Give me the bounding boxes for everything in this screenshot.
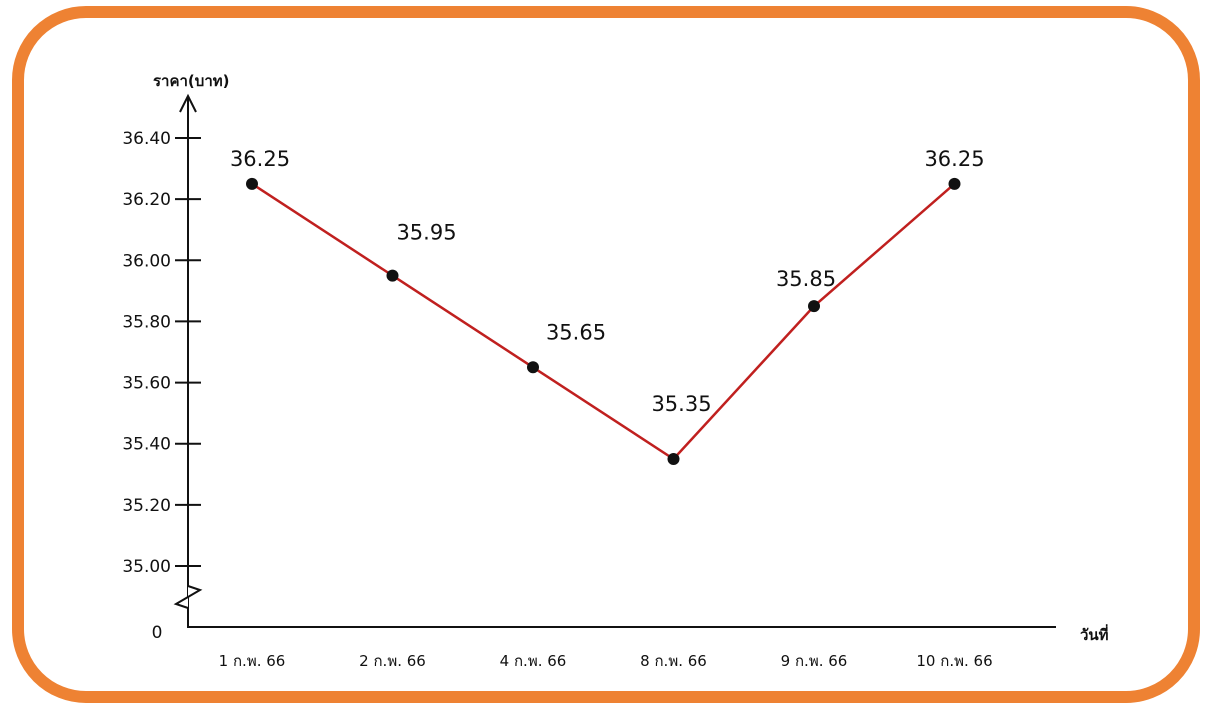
data-label: 35.35 <box>651 392 711 416</box>
y-tick-label: 36.40 <box>122 129 171 149</box>
x-tick-label: 9 ก.พ. 66 <box>781 652 848 670</box>
data-label: 35.85 <box>776 267 836 291</box>
y-tick-label: 35.20 <box>122 496 171 516</box>
x-tick-label: 1 ก.พ. 66 <box>219 652 286 670</box>
x-tick-label: 2 ก.พ. 66 <box>359 652 426 670</box>
y-axis-arrow <box>179 93 197 113</box>
data-label: 35.95 <box>396 221 456 245</box>
data-point <box>246 177 258 190</box>
data-label: 36.25 <box>230 147 290 171</box>
chart-border <box>12 6 1200 703</box>
y-tick-label: 36.20 <box>122 190 171 210</box>
y-axis-break <box>173 585 203 609</box>
x-axis-title: วันที่ <box>1080 624 1109 644</box>
y-tick-label: 36.00 <box>122 251 171 271</box>
x-tick-label: 10 ก.พ. 66 <box>916 652 992 670</box>
data-point <box>948 177 961 190</box>
data-point <box>527 361 539 374</box>
y-tick-label: 35.00 <box>122 557 171 577</box>
y-origin-label: 0 <box>152 623 163 643</box>
data-label: 36.25 <box>924 147 984 171</box>
y-axis-title: ราคา(บาท) <box>153 72 229 90</box>
y-tick-label: 35.40 <box>122 435 171 455</box>
x-tick-label: 8 ก.พ. 66 <box>640 652 707 670</box>
y-tick-label: 35.60 <box>122 374 171 394</box>
y-tick-label: 35.80 <box>122 312 171 332</box>
x-tick-label: 4 ก.พ. 66 <box>500 652 567 670</box>
data-point <box>386 269 399 282</box>
data-point <box>667 453 680 465</box>
data-point <box>808 300 820 313</box>
series-line <box>251 182 956 461</box>
data-label: 35.65 <box>546 320 606 344</box>
